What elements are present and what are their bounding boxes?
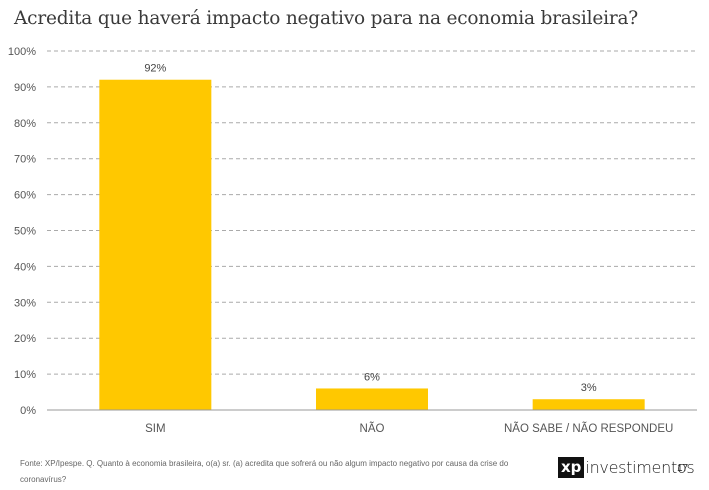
y-tick-label: 70% — [14, 154, 36, 166]
page-number: 17 — [677, 463, 689, 474]
y-tick-label: 40% — [14, 261, 36, 273]
source-note: Fonte: XP/Ipespe. Q. Quanto à economia b… — [20, 459, 509, 484]
bar-value-label: 3% — [581, 382, 597, 394]
y-tick-label: 30% — [14, 297, 36, 309]
bars: 92% 6% 3% — [99, 63, 645, 410]
y-tick-label: 50% — [14, 226, 36, 238]
xp-logo-word: investimentos — [585, 457, 695, 477]
bar — [316, 388, 428, 410]
x-axis: SIM NÃO NÃO SABE / NÃO RESPONDEU — [47, 409, 697, 435]
bar-value-label: 92% — [144, 63, 166, 75]
y-tick-label: 100% — [8, 46, 36, 58]
xp-logo-mark: xp — [558, 456, 585, 478]
x-tick-label: SIM — [145, 423, 165, 435]
y-axis: 0% 10% 20% 30% 40% 50% 60% 70% 80% 90% 100% — [8, 46, 36, 417]
y-tick-label: 20% — [14, 333, 36, 345]
x-tick-label: NÃO SABE / NÃO RESPONDEU — [504, 422, 673, 435]
xp-logo: xp investimentos — [558, 455, 695, 479]
y-tick-label: 0% — [20, 405, 36, 417]
bar — [99, 79, 212, 410]
bar-chart: 0% 10% 20% 30% 40% 50% 60% 70% 80% 90% 100% 92% 6% 3… — [8, 46, 697, 435]
y-tick-label: 80% — [14, 118, 36, 130]
y-tick-label: 10% — [14, 369, 36, 381]
y-tick-label: 60% — [14, 190, 36, 202]
bar-value-label: 6% — [364, 371, 380, 383]
chart-title: Acredita que haverá impacto negativo par… — [14, 8, 639, 29]
y-tick-label: 90% — [14, 82, 36, 94]
bar — [532, 399, 645, 410]
x-tick-label: NÃO — [360, 422, 385, 435]
